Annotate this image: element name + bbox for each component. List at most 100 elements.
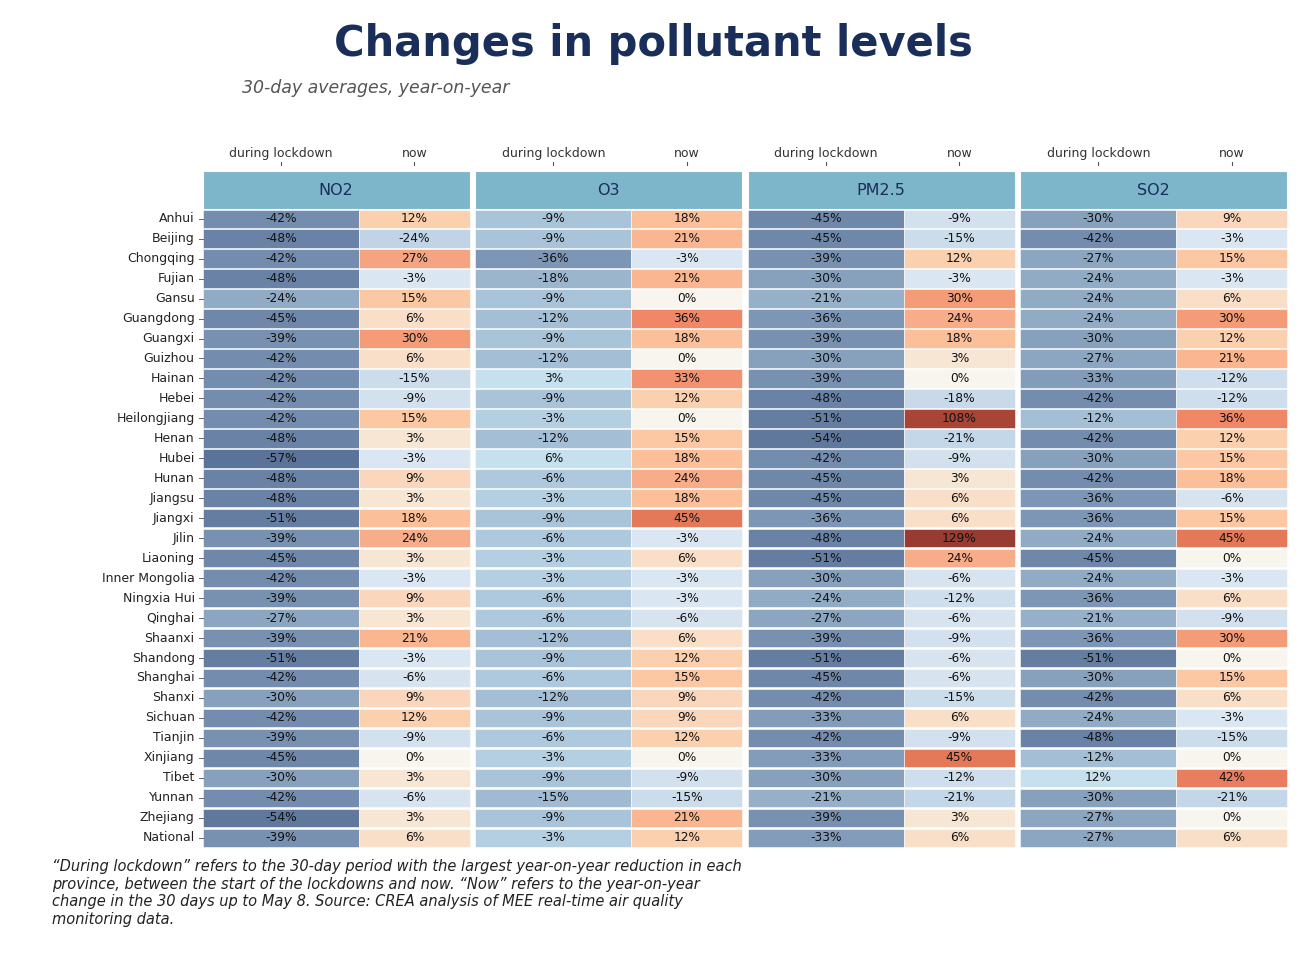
Text: -30%: -30% [1082,332,1114,345]
Text: -6%: -6% [541,471,565,485]
Text: -51%: -51% [810,652,842,664]
Text: -39%: -39% [265,592,297,605]
Bar [1019,749,1176,767]
Text: -30%: -30% [810,771,842,784]
Text: -30%: -30% [1082,213,1114,225]
Text: -3%: -3% [541,552,565,564]
Text: -21%: -21% [810,292,842,305]
Text: -24%: -24% [1082,312,1114,325]
Text: Guizhou: Guizhou [144,352,195,365]
Bar [748,828,904,847]
Text: -45%: -45% [810,213,842,225]
Bar [631,828,742,847]
Bar [476,629,631,647]
Bar [904,329,1014,348]
Bar [1176,768,1287,787]
Bar [748,449,904,467]
Bar [631,389,742,408]
Text: -21%: -21% [944,432,975,445]
Bar [748,629,904,647]
Text: -9%: -9% [541,332,565,345]
Text: -6%: -6% [541,532,565,545]
Text: -39%: -39% [810,372,842,385]
Bar [748,329,904,348]
Text: -51%: -51% [810,552,842,564]
Text: -3%: -3% [674,592,699,605]
Bar [904,808,1014,827]
Text: -3%: -3% [403,571,426,585]
Bar [359,270,471,288]
Bar [748,210,904,228]
Text: -12%: -12% [944,592,975,605]
Text: -9%: -9% [674,771,699,784]
Bar [1019,828,1176,847]
Text: -9%: -9% [541,711,565,724]
Text: -3%: -3% [541,412,565,425]
Text: -3%: -3% [674,532,699,545]
Text: 0%: 0% [950,372,968,385]
Text: -6%: -6% [403,791,426,805]
Text: -9%: -9% [948,213,971,225]
Bar [1176,529,1287,548]
Bar [1019,609,1176,627]
Bar [1176,789,1287,807]
Bar [631,569,742,587]
Bar [631,410,742,427]
Bar [1176,410,1287,427]
Text: 12%: 12% [1218,332,1246,345]
Text: Jiangxi: Jiangxi [153,512,195,524]
Bar [631,529,742,548]
Text: -21%: -21% [944,791,975,805]
Text: 12%: 12% [401,711,427,724]
Bar [476,709,631,727]
Bar [748,509,904,527]
Bar [1019,410,1176,427]
Bar [748,469,904,487]
Bar [203,529,359,548]
Bar [1019,310,1176,327]
Text: 3%: 3% [405,612,423,624]
Text: -3%: -3% [1219,232,1244,245]
Bar [359,828,471,847]
Text: -42%: -42% [265,252,297,266]
Bar [904,609,1014,627]
Bar [748,569,904,587]
Text: 12%: 12% [673,392,701,405]
Bar [904,449,1014,467]
Text: 24%: 24% [401,532,427,545]
Bar [359,609,471,627]
Text: 18%: 18% [401,512,427,524]
Bar [631,589,742,608]
Text: -42%: -42% [265,571,297,585]
Text: 18%: 18% [673,332,701,345]
Bar [476,749,631,767]
Text: during lockdown: during lockdown [229,147,332,160]
Bar [203,172,471,209]
Bar [359,310,471,327]
Bar [904,529,1014,548]
Bar [1019,709,1176,727]
Bar [476,289,631,308]
Bar [748,289,904,308]
Bar [1176,609,1287,627]
Bar [1019,768,1176,787]
Text: 9%: 9% [677,711,697,724]
Text: -27%: -27% [810,612,842,624]
Bar [203,768,359,787]
Bar [1019,469,1176,487]
Text: -36%: -36% [537,252,569,266]
Bar [476,489,631,508]
Text: -3%: -3% [541,831,565,844]
Text: 15%: 15% [1218,671,1246,684]
Text: -6%: -6% [948,612,971,624]
Bar [1019,172,1287,209]
Text: -30%: -30% [265,771,297,784]
Text: -30%: -30% [810,571,842,585]
Bar [203,229,359,248]
Text: 6%: 6% [405,831,423,844]
Text: -3%: -3% [1219,711,1244,724]
Text: 24%: 24% [946,312,972,325]
Text: -54%: -54% [810,432,842,445]
Text: Zhejiang: Zhejiang [140,811,195,824]
Text: 15%: 15% [401,412,427,425]
